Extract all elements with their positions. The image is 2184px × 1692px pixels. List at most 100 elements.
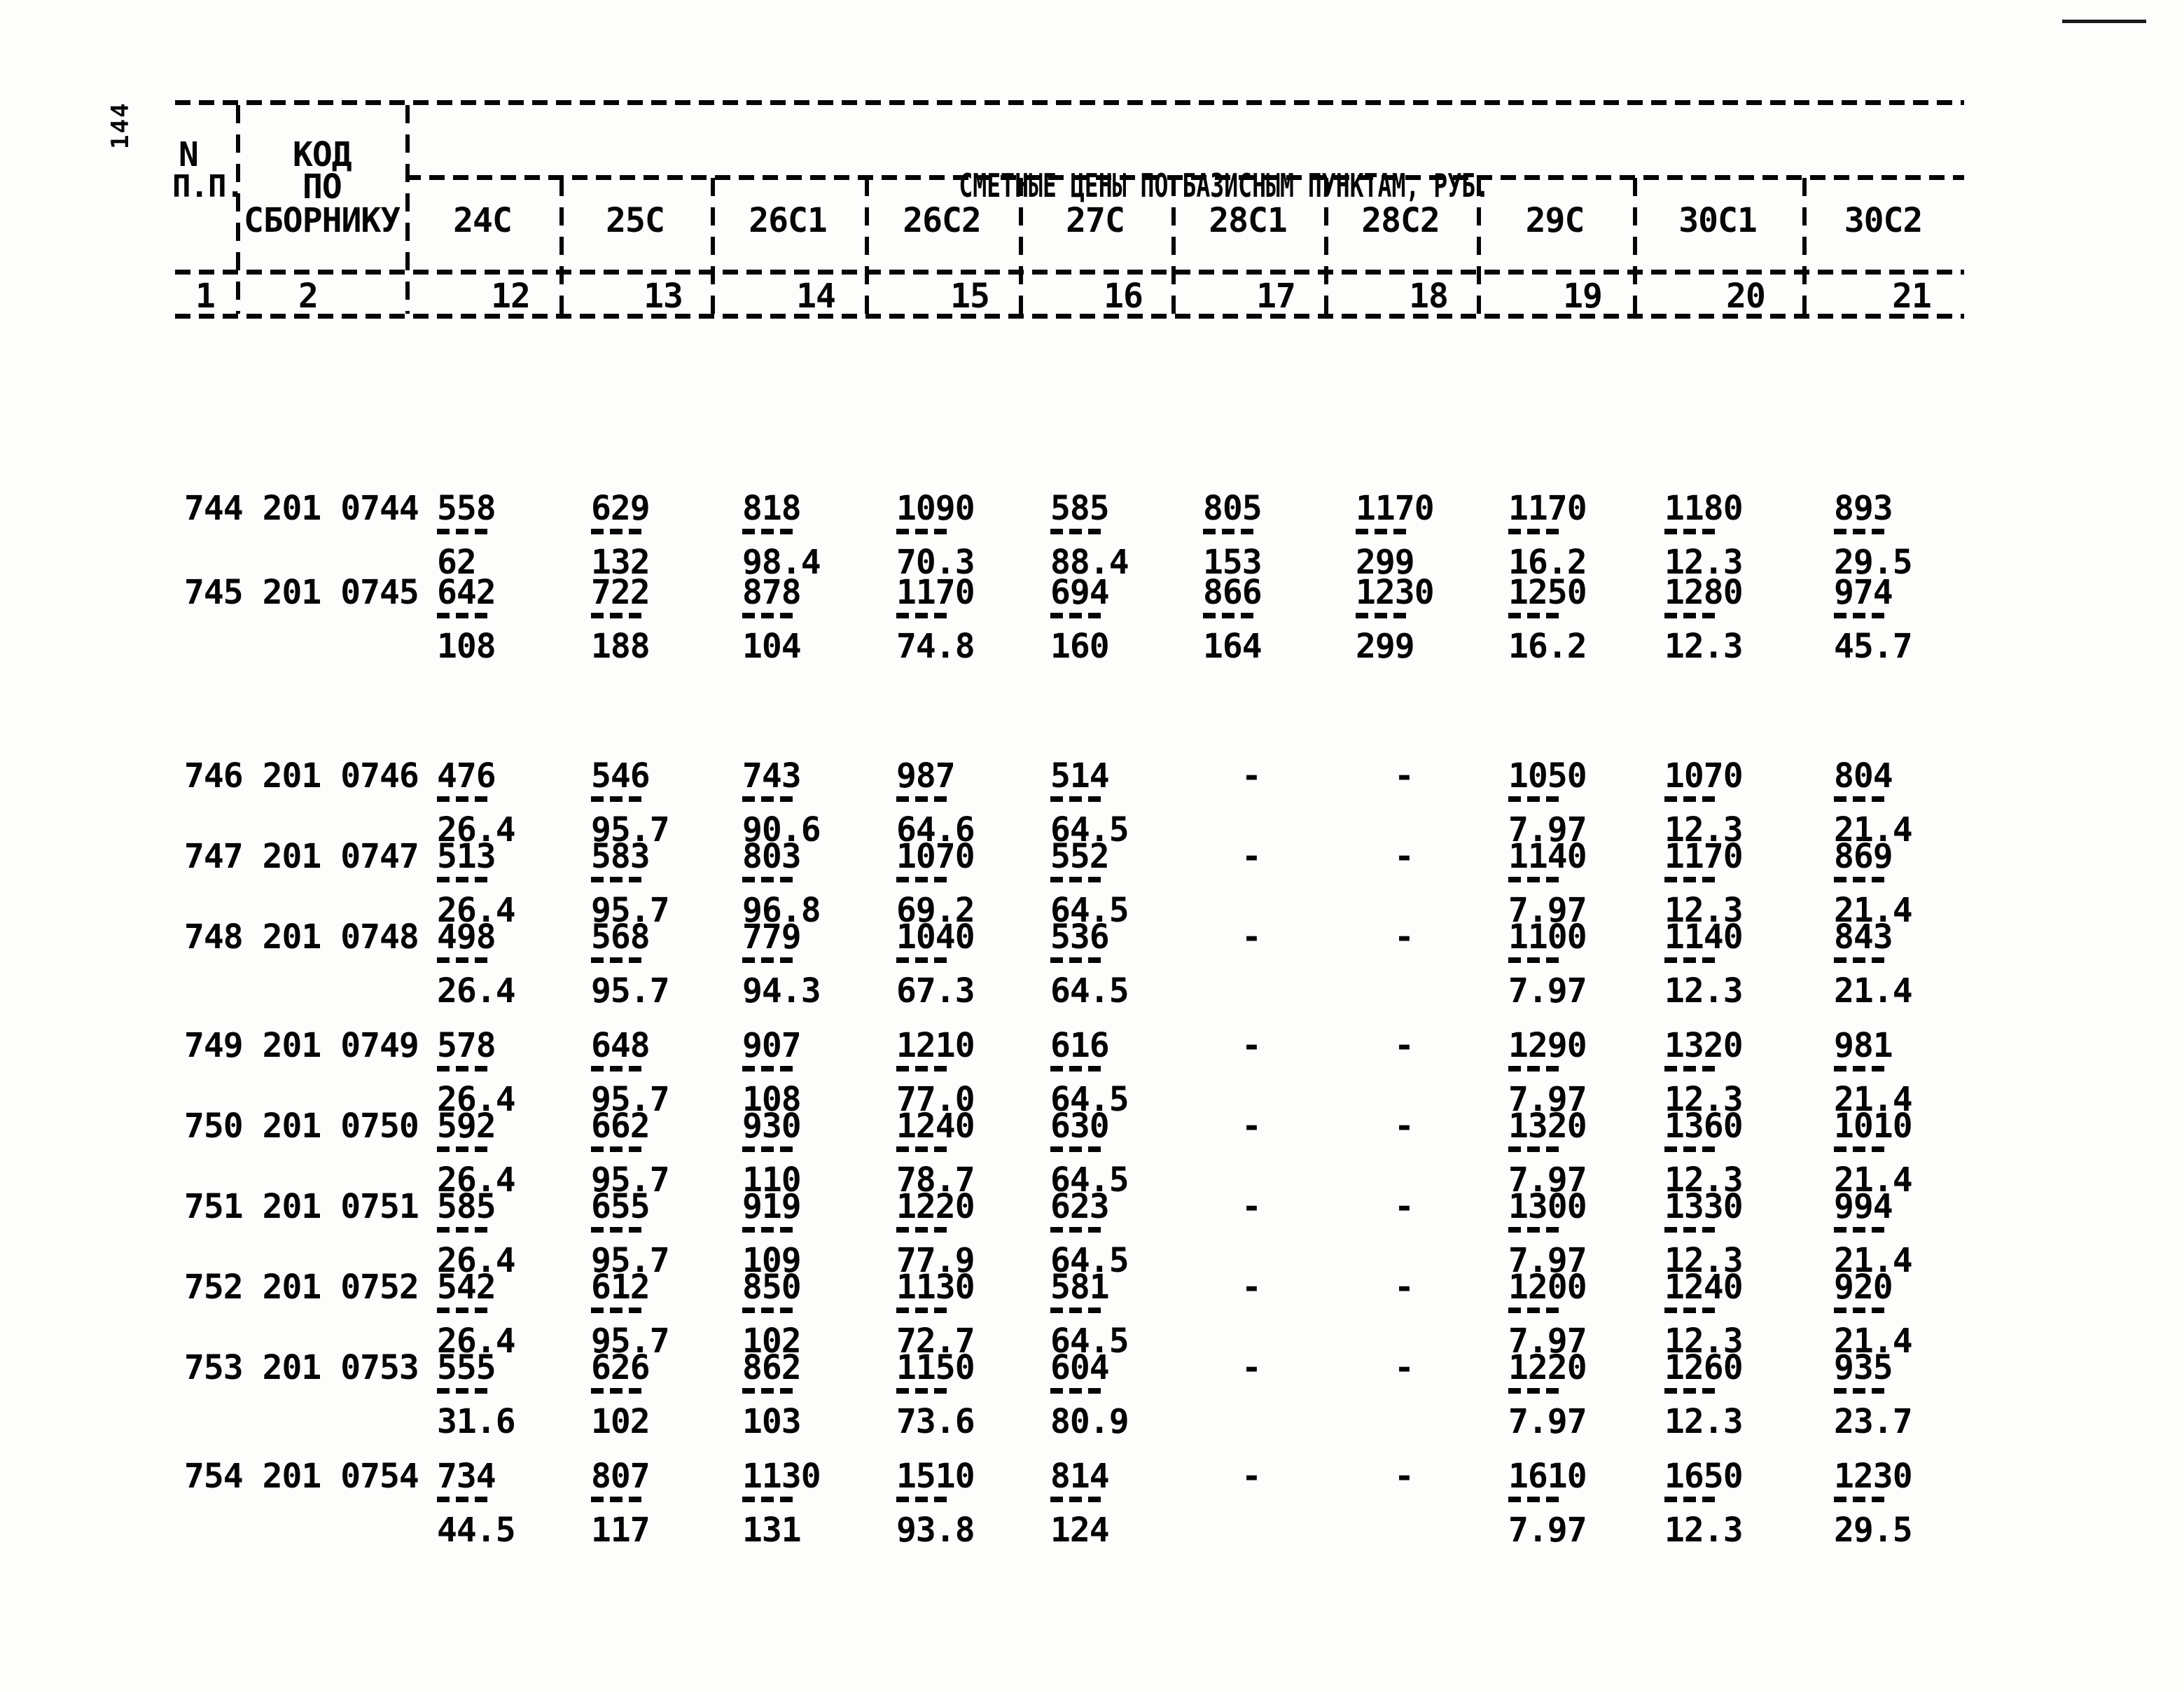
cell-denominator: 77.0 xyxy=(896,1080,975,1119)
cell-divider-dash xyxy=(742,957,794,963)
col-header-label: 28С1 xyxy=(1209,201,1288,240)
cell-divider-dash xyxy=(591,796,643,802)
cell-divider-dash xyxy=(742,1308,794,1313)
col-number: 1 xyxy=(195,277,216,316)
cell-divider-dash xyxy=(1508,1227,1560,1233)
cell-denominator: 12.3 xyxy=(1664,1322,1744,1361)
cell-divider-dash xyxy=(1356,613,1407,618)
cell-numerator: 843 xyxy=(1834,917,1893,957)
cell-denominator: 69.2 xyxy=(896,891,975,930)
cell-numerator: 1320 xyxy=(1664,1026,1744,1065)
cell-divider-dash xyxy=(1508,1388,1560,1394)
cell-denominator: 26.4 xyxy=(437,1160,516,1200)
col-header-label: 30С2 xyxy=(1844,201,1924,240)
cell-divider-dash xyxy=(1050,877,1102,882)
cell-divider-dash xyxy=(1834,1388,1886,1394)
cell-denominator: 7.97 xyxy=(1508,891,1587,930)
cell-numerator: 994 xyxy=(1834,1187,1893,1226)
cell-denominator: 95.7 xyxy=(591,810,670,850)
cell-divider-dash xyxy=(1508,957,1560,963)
dash-cell: - xyxy=(1241,1348,1262,1387)
cell-denominator: 26.4 xyxy=(437,1080,516,1119)
cell-denominator: 12.3 xyxy=(1664,1160,1744,1200)
cell-denominator: 7.97 xyxy=(1508,1160,1587,1200)
cell-numerator: 1240 xyxy=(896,1107,975,1146)
cell-divider-dash xyxy=(896,613,948,618)
cell-numerator: 558 xyxy=(437,489,496,528)
cell-divider-dash xyxy=(1664,1146,1716,1152)
cell-numerator: 629 xyxy=(591,489,651,528)
cell-denominator: 44.5 xyxy=(437,1511,516,1550)
dash-cell: - xyxy=(1241,1268,1262,1307)
dash-cell: - xyxy=(1394,1107,1414,1146)
cell-numerator: 814 xyxy=(1050,1457,1110,1496)
header-po-label: ПО xyxy=(302,167,342,207)
cell-denominator: 108 xyxy=(437,627,496,666)
cell-divider-dash xyxy=(896,1497,948,1502)
cell-divider-dash xyxy=(1050,1308,1102,1313)
row-code: 751 201 0751 xyxy=(184,1187,419,1226)
cell-divider-dash xyxy=(1050,1227,1102,1233)
cell-denominator: 95.7 xyxy=(591,1080,670,1119)
cell-numerator: 920 xyxy=(1834,1268,1893,1307)
cell-denominator: 21.4 xyxy=(1834,891,1913,930)
cell-numerator: 981 xyxy=(1834,1026,1893,1065)
data-col-divider xyxy=(1171,178,1176,314)
col-header-label: 26С2 xyxy=(903,201,982,240)
cell-divider-dash xyxy=(1664,1227,1716,1233)
cell-numerator: 779 xyxy=(742,917,802,957)
col-header-label: 26С1 xyxy=(749,201,828,240)
cell-denominator: 64.5 xyxy=(1050,971,1129,1011)
cell-denominator: 12.3 xyxy=(1664,1080,1744,1119)
cell-numerator: 1100 xyxy=(1508,917,1587,957)
cell-numerator: 612 xyxy=(591,1268,651,1307)
cell-denominator: 29.5 xyxy=(1834,1511,1913,1550)
cell-divider-dash xyxy=(1664,1497,1716,1502)
cell-divider-dash xyxy=(437,1497,489,1502)
cell-numerator: 1260 xyxy=(1664,1348,1744,1387)
cell-numerator: 1070 xyxy=(1664,756,1744,796)
cell-numerator: 862 xyxy=(742,1348,802,1387)
cell-denominator: 26.4 xyxy=(437,810,516,850)
cell-denominator: 88.4 xyxy=(1050,543,1129,582)
cell-divider-dash xyxy=(437,1066,489,1072)
cell-numerator: 722 xyxy=(591,573,651,612)
cell-denominator: 164 xyxy=(1203,627,1263,666)
cell-numerator: 585 xyxy=(1050,489,1110,528)
cell-denominator: 12.3 xyxy=(1664,627,1744,666)
cell-denominator: 12.3 xyxy=(1664,1241,1744,1280)
cell-denominator: 299 xyxy=(1356,627,1415,666)
dash-cell: - xyxy=(1394,1268,1414,1307)
cell-divider-dash xyxy=(1050,1497,1102,1502)
cell-divider-dash xyxy=(1834,529,1886,534)
col-number: 15 xyxy=(950,277,990,316)
dash-cell: - xyxy=(1241,837,1262,876)
row-code: 748 201 0748 xyxy=(184,917,419,957)
cell-denominator: 16.2 xyxy=(1508,627,1587,666)
cell-divider-dash xyxy=(437,1388,489,1394)
col-header-label: 24С xyxy=(453,201,513,240)
cell-divider-dash xyxy=(591,1227,643,1233)
cell-divider-dash xyxy=(1508,877,1560,882)
cell-numerator: 1130 xyxy=(742,1457,821,1496)
cell-divider-dash xyxy=(1834,1146,1886,1152)
cell-numerator: 1040 xyxy=(896,917,975,957)
cell-denominator: 131 xyxy=(742,1511,802,1550)
cell-numerator: 1220 xyxy=(896,1187,975,1226)
header-n-label: N xyxy=(179,135,199,174)
cell-divider-dash xyxy=(591,1066,643,1072)
col-header-label: 27С xyxy=(1066,201,1125,240)
dash-cell: - xyxy=(1394,756,1414,796)
cell-numerator: 866 xyxy=(1203,573,1263,612)
cell-divider-dash xyxy=(896,1146,948,1152)
cell-denominator: 21.4 xyxy=(1834,971,1913,1011)
cell-numerator: 581 xyxy=(1050,1268,1110,1307)
cell-denominator: 93.8 xyxy=(896,1511,975,1550)
cell-denominator: 26.4 xyxy=(437,891,516,930)
cell-divider-dash xyxy=(896,1388,948,1394)
cell-denominator: 95.7 xyxy=(591,1241,670,1280)
col-divider xyxy=(405,105,410,314)
cell-numerator: 1130 xyxy=(896,1268,975,1307)
cell-numerator: 1230 xyxy=(1834,1457,1913,1496)
cell-numerator: 1280 xyxy=(1664,573,1744,612)
